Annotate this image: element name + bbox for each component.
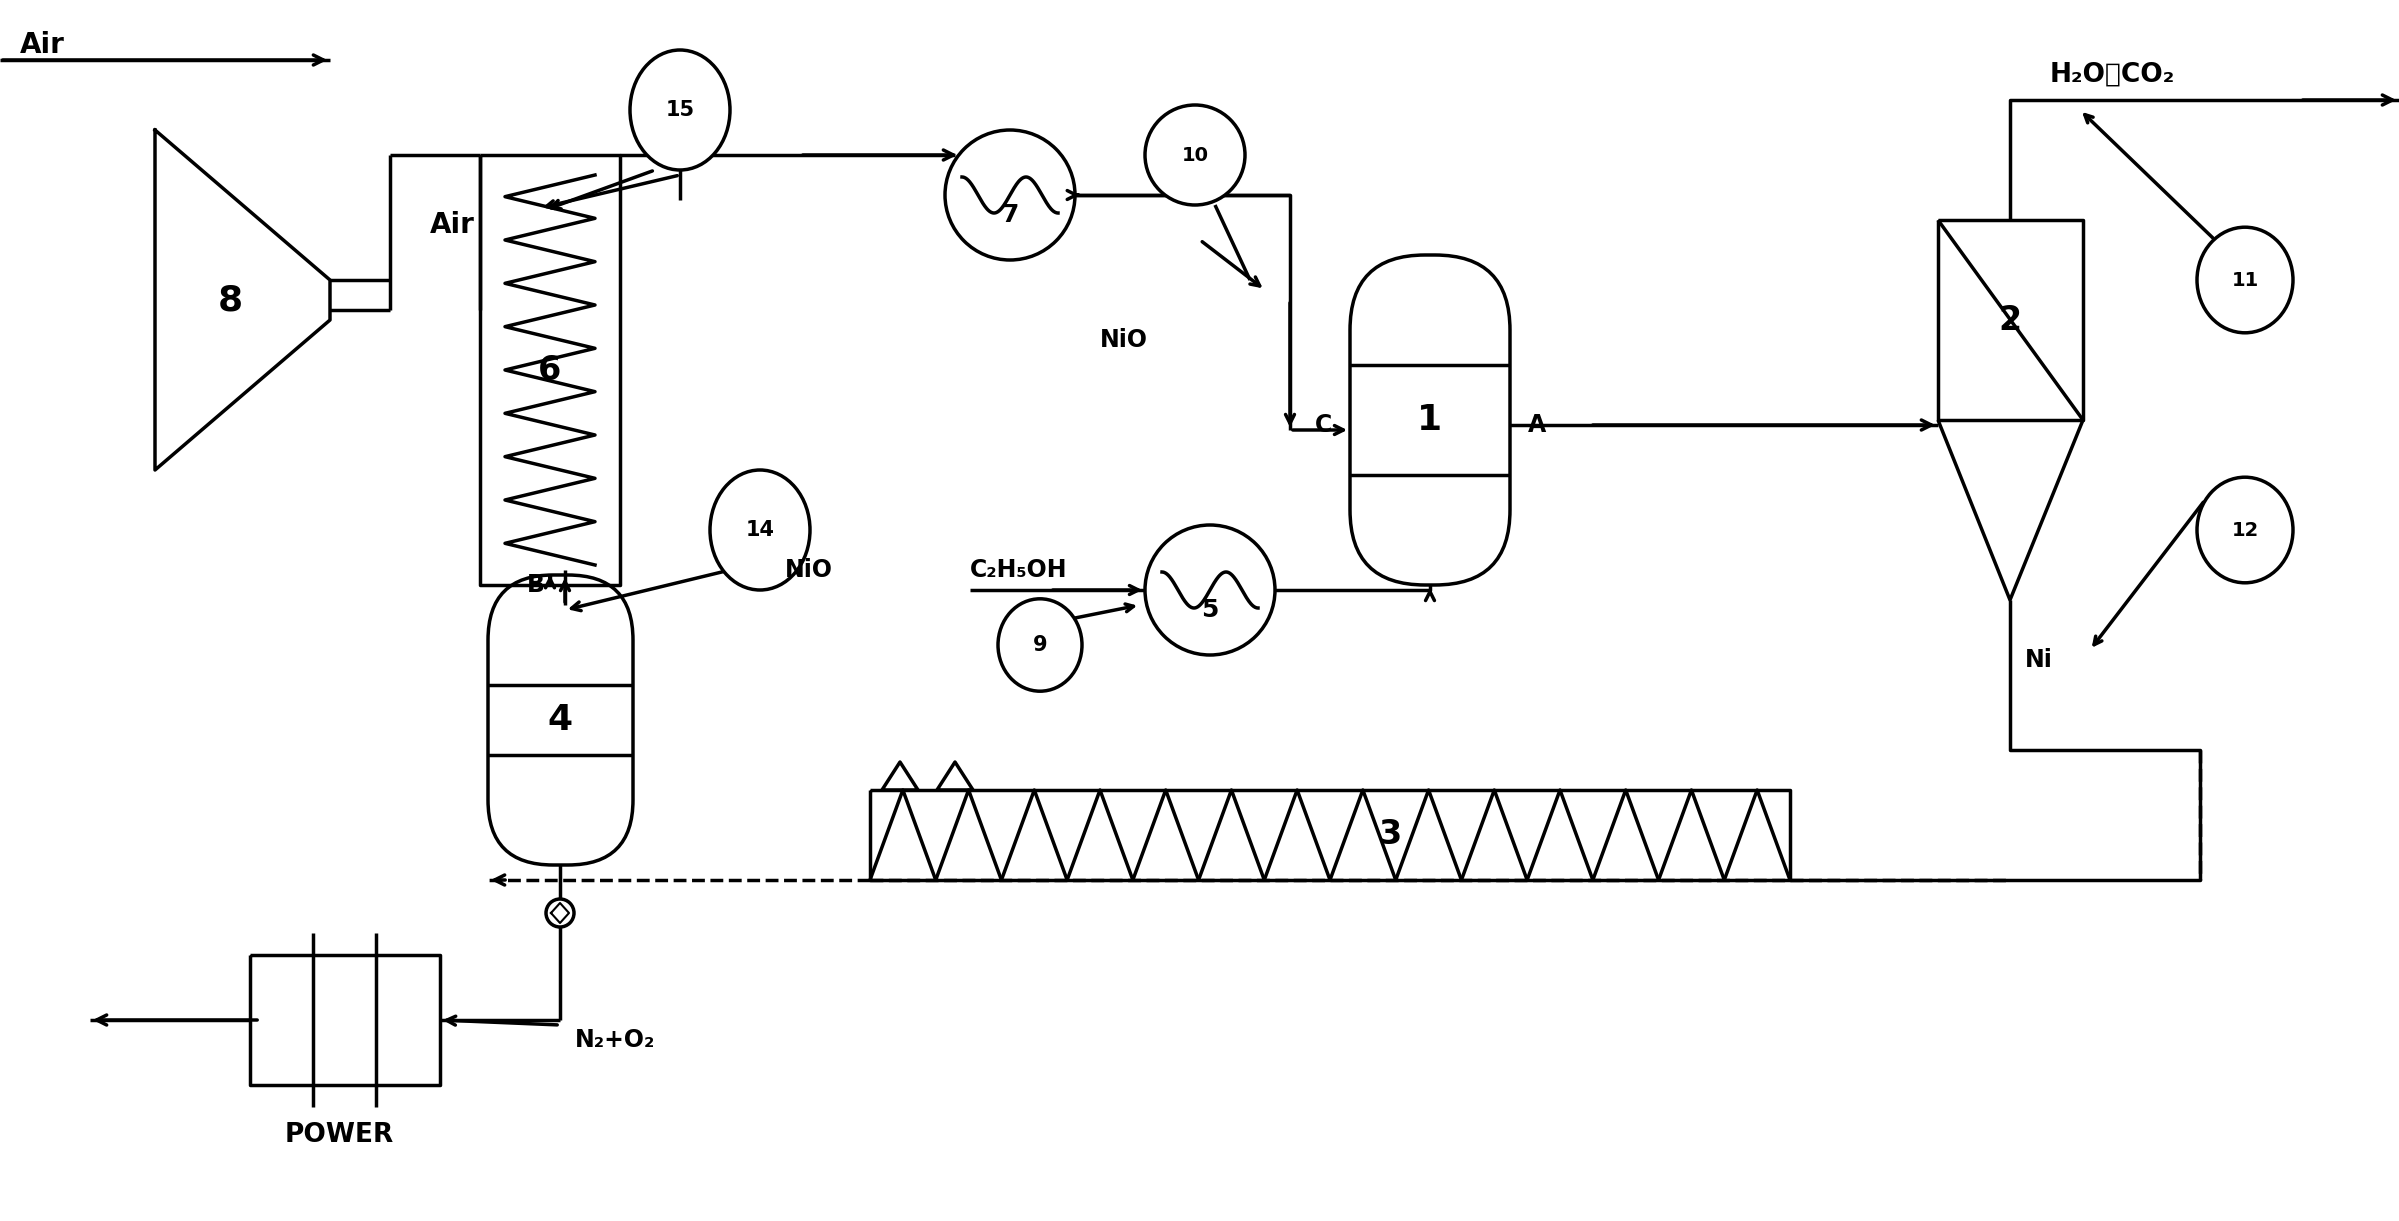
Text: 4: 4	[547, 703, 573, 737]
Text: 8: 8	[218, 283, 242, 317]
Circle shape	[547, 899, 573, 927]
Ellipse shape	[2197, 477, 2293, 582]
Text: 9: 9	[1032, 635, 1048, 654]
Text: 1: 1	[1418, 403, 1442, 437]
Text: 11: 11	[2231, 271, 2257, 289]
Ellipse shape	[2197, 227, 2293, 333]
Text: B: B	[528, 573, 545, 597]
Text: Air: Air	[19, 31, 65, 59]
Text: Ni: Ni	[2025, 648, 2054, 672]
Text: 5: 5	[1202, 598, 1219, 621]
Text: H₂O、CO₂: H₂O、CO₂	[2051, 62, 2176, 88]
Text: POWER: POWER	[285, 1122, 393, 1148]
Text: 3: 3	[1379, 818, 1401, 851]
Text: NiO: NiO	[784, 558, 832, 582]
Text: 10: 10	[1180, 145, 1209, 165]
Ellipse shape	[631, 50, 729, 170]
Text: N₂+O₂: N₂+O₂	[576, 1028, 655, 1053]
Polygon shape	[156, 129, 331, 470]
Ellipse shape	[998, 598, 1082, 691]
Text: 14: 14	[746, 520, 775, 540]
Text: C₂H₅OH: C₂H₅OH	[969, 558, 1068, 582]
Text: NiO: NiO	[1101, 328, 1149, 352]
Text: 12: 12	[2231, 520, 2257, 540]
Circle shape	[945, 129, 1075, 260]
Text: A: A	[1528, 413, 1547, 437]
Text: 6: 6	[537, 354, 561, 387]
Ellipse shape	[710, 470, 811, 590]
Circle shape	[1144, 105, 1245, 205]
Text: C: C	[1315, 413, 1331, 437]
Text: Air: Air	[429, 211, 475, 239]
Text: 2: 2	[1998, 304, 2022, 337]
Text: 7: 7	[1000, 203, 1020, 227]
Circle shape	[1144, 525, 1274, 654]
Text: 15: 15	[665, 100, 696, 120]
